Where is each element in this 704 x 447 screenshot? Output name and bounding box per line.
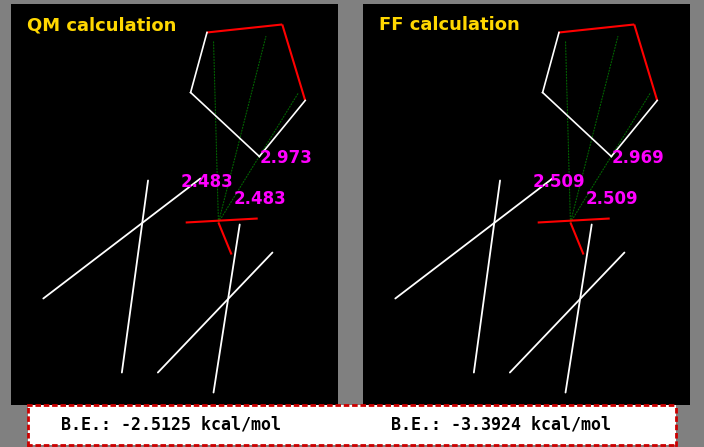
Text: 2.483: 2.483 (233, 190, 286, 207)
Text: B.E.: -2.5125 kcal/mol: B.E.: -2.5125 kcal/mol (61, 416, 281, 434)
Text: FF calculation: FF calculation (379, 17, 520, 34)
Text: B.E.: -3.3924 kcal/mol: B.E.: -3.3924 kcal/mol (391, 416, 611, 434)
Text: 2.973: 2.973 (259, 149, 313, 168)
Text: QM calculation: QM calculation (27, 17, 176, 34)
Text: 2.969: 2.969 (611, 149, 664, 168)
Text: 2.483: 2.483 (181, 173, 234, 191)
Text: 2.509: 2.509 (585, 190, 638, 207)
Text: 2.509: 2.509 (533, 173, 586, 191)
